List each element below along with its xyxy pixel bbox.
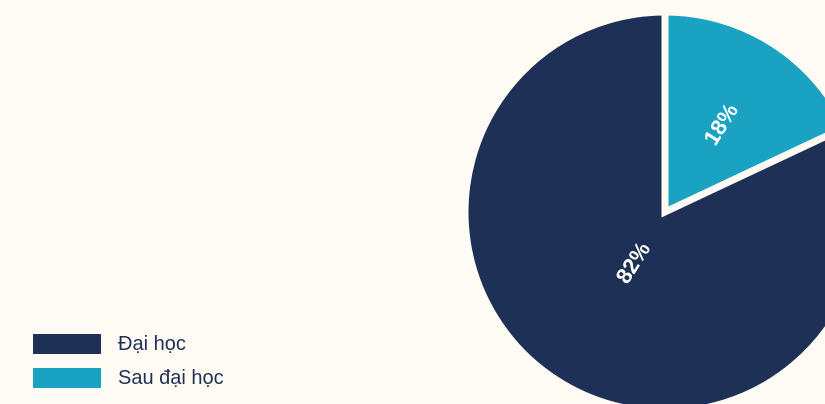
legend-item-sau-dai-hoc: Sau đại học [33, 367, 333, 389]
legend-swatch-dai-hoc [33, 334, 101, 354]
chart-legend: Đại học Sau đại học [33, 333, 333, 401]
legend-swatch-sau-dai-hoc [33, 368, 101, 388]
legend-item-dai-hoc: Đại học [33, 333, 333, 355]
pie-slice--i-h-c [461, 8, 825, 404]
pie-slice-sau-i-h-c [661, 8, 825, 218]
legend-label-dai-hoc: Đại học [118, 332, 186, 355]
legend-label-sau-dai-hoc: Sau đại học [118, 366, 224, 389]
